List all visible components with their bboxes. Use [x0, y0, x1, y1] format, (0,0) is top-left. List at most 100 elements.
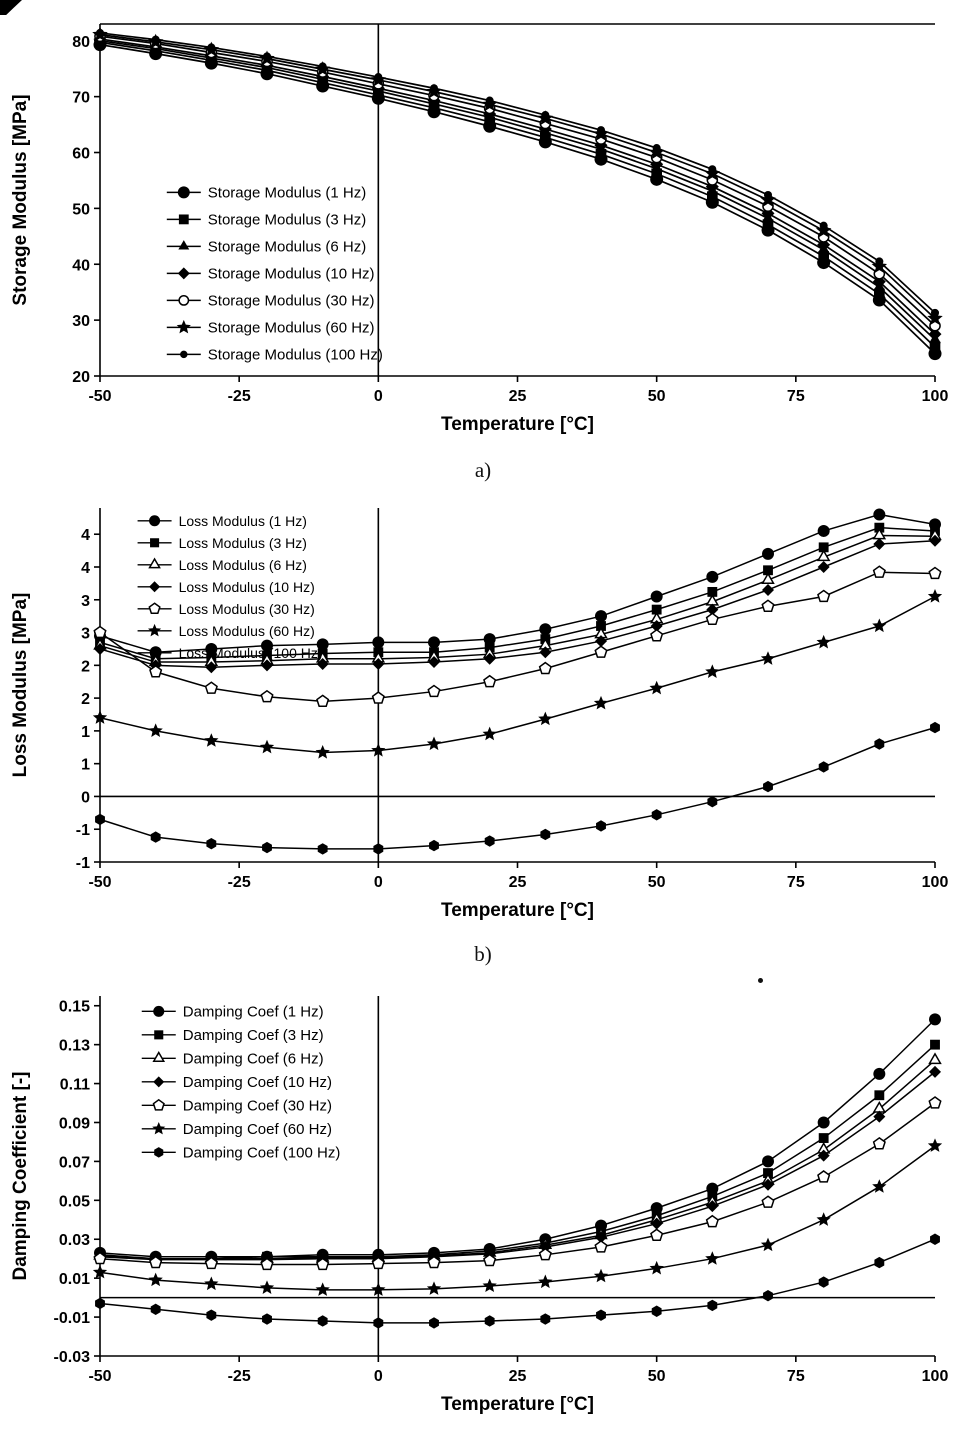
svg-text:100: 100	[922, 874, 949, 891]
svg-text:3: 3	[81, 593, 90, 610]
x-axis-title: Temperature [°C]	[441, 414, 594, 435]
svg-text:25: 25	[509, 388, 527, 405]
x-axis-ticks: -50 -25 0 25 50 75 100	[88, 1356, 948, 1385]
chart-block-damping-coefficient: -50 -25 0 25 50 75 100 0.15 0.13 0.11 0.09 0.07 0.05…	[0, 976, 966, 1431]
svg-text:Loss Modulus (10 Hz): Loss Modulus (10 Hz)	[179, 579, 315, 595]
svg-text:50: 50	[648, 1368, 666, 1385]
svg-text:-25: -25	[228, 1368, 251, 1385]
svg-text:3: 3	[81, 626, 90, 643]
y-axis-ticks: 80 70 60 50 40 30 20	[72, 34, 100, 386]
series-storage-modulus-100-hz-	[95, 28, 940, 317]
svg-text:Loss Modulus (100 Hz): Loss Modulus (100 Hz)	[179, 645, 323, 661]
series-damping-coef-60-hz-	[92, 1138, 943, 1296]
loss-modulus-chart: -50 -25 0 25 50 75 100 4 4 3 3 2 2 1 1 0 -1 -1 Temperature…	[10, 508, 948, 921]
svg-text:Storage Modulus (60 Hz): Storage Modulus (60 Hz)	[208, 319, 375, 336]
svg-text:50: 50	[72, 201, 90, 218]
svg-text:100: 100	[922, 388, 949, 405]
y-axis-title: Storage Modulus [MPa]	[10, 94, 31, 305]
series-storage-modulus-30-hz-	[94, 30, 941, 332]
chart-block-storage-modulus: -50 -25 0 25 50 75 100 80 70 60 50 40 30 20 Temperatur…	[0, 6, 966, 448]
legend: Loss Modulus (1 Hz) Loss Modulus (3 Hz) Lo…	[137, 513, 323, 661]
svg-text:0: 0	[374, 874, 383, 891]
svg-text:0.01: 0.01	[59, 1271, 90, 1288]
svg-text:40: 40	[72, 257, 90, 274]
svg-text:Damping Coef (30 Hz): Damping Coef (30 Hz)	[183, 1097, 332, 1114]
svg-text:Loss Modulus (6 Hz): Loss Modulus (6 Hz)	[179, 557, 307, 573]
svg-text:75: 75	[787, 874, 805, 891]
series-damping-coef-10-hz-	[94, 1065, 941, 1266]
svg-text:0: 0	[374, 388, 383, 405]
svg-text:-50: -50	[88, 388, 111, 405]
svg-text:2: 2	[81, 658, 90, 675]
svg-text:60: 60	[72, 146, 90, 163]
ink-speck-artifact	[758, 978, 763, 983]
svg-text:Storage Modulus (1 Hz): Storage Modulus (1 Hz)	[208, 184, 366, 201]
svg-text:Loss Modulus (3 Hz): Loss Modulus (3 Hz)	[179, 535, 307, 551]
svg-text:4: 4	[81, 560, 90, 577]
svg-text:50: 50	[648, 388, 666, 405]
svg-text:Loss Modulus (60 Hz): Loss Modulus (60 Hz)	[179, 623, 315, 639]
svg-text:Storage Modulus (10 Hz): Storage Modulus (10 Hz)	[208, 265, 375, 282]
svg-text:25: 25	[509, 1368, 527, 1385]
svg-text:0.15: 0.15	[59, 999, 90, 1016]
x-axis-title: Temperature [°C]	[441, 900, 594, 921]
svg-text:0.11: 0.11	[60, 1077, 90, 1094]
svg-text:75: 75	[787, 388, 805, 405]
storage-modulus-chart: -50 -25 0 25 50 75 100 80 70 60 50 40 30 20 Temperatur…	[10, 23, 948, 435]
svg-text:Storage Modulus (100 Hz): Storage Modulus (100 Hz)	[208, 346, 383, 363]
y-axis-title: Loss Modulus [MPa]	[10, 593, 31, 778]
y-axis-ticks: 4 4 3 3 2 2 1 1 0 -1 -1	[76, 527, 100, 872]
series-damping-coef-30-hz-	[93, 1096, 942, 1271]
series-loss-modulus-60-hz-	[92, 589, 943, 759]
svg-text:-25: -25	[228, 874, 251, 891]
svg-text:0: 0	[81, 789, 90, 806]
x-axis-title: Temperature [°C]	[441, 1394, 594, 1415]
y-axis-ticks: 0.15 0.13 0.11 0.09 0.07 0.05 0.03 0.01 -0.01 -0.…	[54, 999, 100, 1366]
y-axis-title: Damping Coefficient [-]	[10, 1072, 31, 1281]
svg-text:Storage Modulus (3 Hz): Storage Modulus (3 Hz)	[208, 211, 366, 228]
svg-text:Damping Coef (60 Hz): Damping Coef (60 Hz)	[183, 1121, 332, 1138]
legend: Storage Modulus (1 Hz) Storage Modulus (3…	[166, 184, 383, 363]
svg-text:100: 100	[922, 1368, 949, 1385]
svg-text:0.03: 0.03	[59, 1232, 90, 1249]
svg-text:Loss Modulus (30 Hz): Loss Modulus (30 Hz)	[179, 601, 315, 617]
damping-coefficient-chart: -50 -25 0 25 50 75 100 0.15 0.13 0.11 0.09 0.07 0.05…	[10, 996, 948, 1415]
svg-text:25: 25	[509, 874, 527, 891]
svg-text:0.05: 0.05	[59, 1193, 90, 1210]
svg-text:20: 20	[72, 369, 90, 386]
svg-text:0.13: 0.13	[59, 1038, 90, 1055]
svg-text:Damping Coef (100 Hz): Damping Coef (100 Hz)	[183, 1144, 341, 1161]
series-loss-modulus-30-hz-	[93, 565, 942, 707]
chart-block-loss-modulus: -50 -25 0 25 50 75 100 4 4 3 3 2 2 1 1 0 -1 -1 Temperature…	[0, 492, 966, 934]
svg-text:1: 1	[81, 757, 90, 774]
svg-text:-0.01: -0.01	[54, 1310, 91, 1327]
caption-b: b)	[474, 942, 492, 966]
x-axis-ticks: -50 -25 0 25 50 75 100	[88, 862, 948, 891]
svg-text:Damping Coef (3 Hz): Damping Coef (3 Hz)	[183, 1027, 324, 1044]
svg-text:Storage Modulus (6 Hz): Storage Modulus (6 Hz)	[208, 238, 366, 255]
svg-text:Damping Coef (10 Hz): Damping Coef (10 Hz)	[183, 1074, 332, 1091]
svg-text:0: 0	[374, 1368, 383, 1385]
svg-text:70: 70	[72, 90, 90, 107]
svg-text:50: 50	[648, 874, 666, 891]
svg-text:Damping Coef (6 Hz): Damping Coef (6 Hz)	[183, 1050, 324, 1067]
svg-text:Storage Modulus (30 Hz): Storage Modulus (30 Hz)	[208, 292, 375, 309]
x-axis-ticks: -50 -25 0 25 50 75 100	[88, 376, 948, 405]
svg-text:80: 80	[72, 34, 90, 51]
legend: Damping Coef (1 Hz) Damping Coef (3 Hz) Da…	[141, 1003, 341, 1161]
svg-text:4: 4	[81, 527, 90, 544]
svg-text:-50: -50	[88, 874, 111, 891]
svg-text:30: 30	[72, 313, 90, 330]
svg-text:0.07: 0.07	[59, 1154, 90, 1171]
series-damping-coef-100-hz-	[95, 1233, 940, 1329]
svg-text:Loss Modulus (1 Hz): Loss Modulus (1 Hz)	[179, 513, 307, 529]
svg-text:2: 2	[81, 691, 90, 708]
svg-text:-1: -1	[76, 855, 90, 872]
svg-text:1: 1	[81, 724, 90, 741]
svg-text:-25: -25	[228, 388, 251, 405]
svg-text:75: 75	[787, 1368, 805, 1385]
svg-text:0.09: 0.09	[59, 1115, 90, 1132]
svg-text:-50: -50	[88, 1368, 111, 1385]
svg-text:-0.03: -0.03	[54, 1349, 91, 1366]
